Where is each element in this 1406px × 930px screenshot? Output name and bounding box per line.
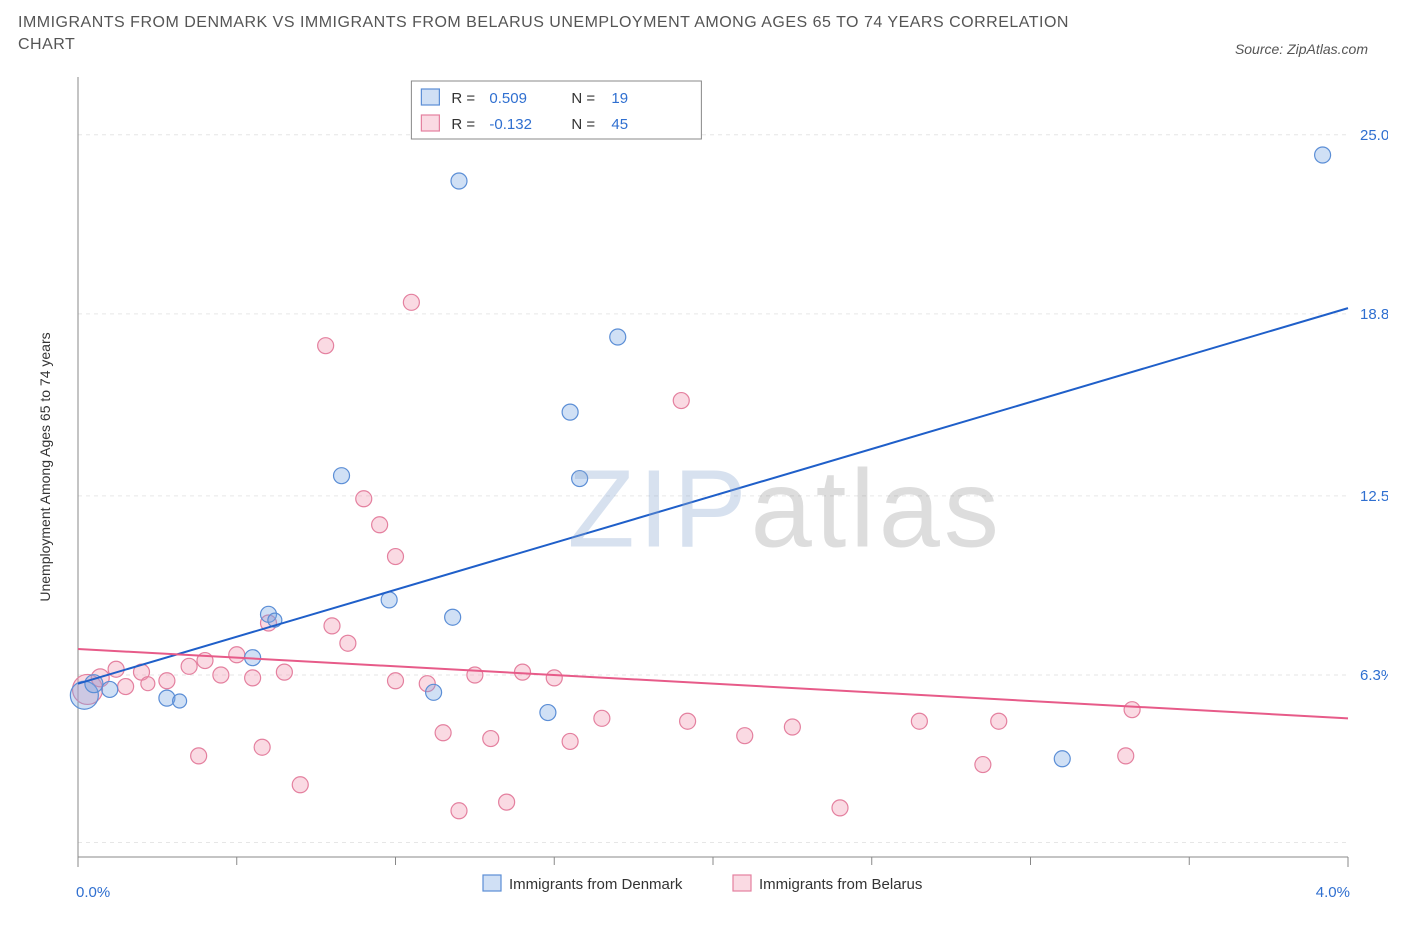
correlation-chart: 0.0% 4.0% 6.3% 12.5% 18.8% 25.0% Unemployment …: [18, 67, 1388, 917]
chart-container: 0.0% 4.0% 6.3% 12.5% 18.8% 25.0% Unemployment …: [18, 67, 1388, 917]
svg-text:4.0%: 4.0%: [1316, 884, 1350, 901]
svg-text:Immigrants from Denmark: Immigrants from Denmark: [509, 876, 683, 893]
svg-text:N =: N =: [571, 116, 595, 133]
svg-text:19: 19: [611, 90, 628, 107]
chart-title: IMMIGRANTS FROM DENMARK VS IMMIGRANTS FR…: [18, 12, 1118, 57]
svg-text:Immigrants from Belarus: Immigrants from Belarus: [759, 876, 922, 893]
svg-text:25.0%: 25.0%: [1360, 127, 1388, 144]
svg-text:Unemployment Among Ages 65 to: Unemployment Among Ages 65 to 74 years: [37, 332, 53, 601]
svg-text:6.3%: 6.3%: [1360, 667, 1388, 684]
svg-text:R =: R =: [451, 90, 475, 107]
svg-text:N =: N =: [571, 90, 595, 107]
source-label: Source: ZipAtlas.com: [1235, 41, 1388, 57]
svg-text:-0.132: -0.132: [489, 116, 532, 133]
svg-text:0.509: 0.509: [489, 90, 527, 107]
svg-text:12.5%: 12.5%: [1360, 488, 1388, 505]
svg-text:0.0%: 0.0%: [76, 884, 110, 901]
svg-text:18.8%: 18.8%: [1360, 306, 1388, 323]
svg-text:R =: R =: [451, 116, 475, 133]
svg-text:45: 45: [611, 116, 628, 133]
